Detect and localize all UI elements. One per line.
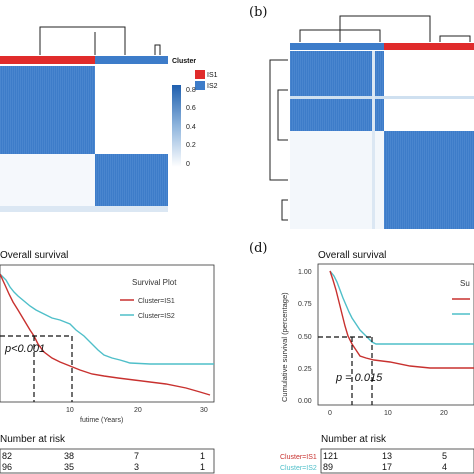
risk-title-c: Number at risk (0, 434, 66, 445)
curve-c-is2 (0, 273, 214, 365)
title-d: Overall survival (318, 250, 386, 261)
heatmap-a-block-is2 (95, 154, 168, 212)
heatmap-a: Cluster IS1 IS2 0.8 0.6 0.4 0.2 0 (0, 26, 218, 212)
ytick-d-3: 0.25 (298, 366, 312, 373)
risk-d-is2-2: 4 (442, 462, 447, 472)
annotation-bar-is1 (0, 56, 95, 64)
risk-table-d (320, 448, 474, 474)
curve-c-is1 (0, 273, 211, 396)
ytick-d-0: 1.00 (298, 269, 312, 276)
risk-c-is2-3: 1 (200, 462, 205, 472)
panel-label-b: (b) (249, 5, 267, 20)
ytick-d-4: 0.00 (298, 398, 312, 405)
risk-c-is1-2: 7 (134, 451, 139, 461)
median-lines-c (0, 335, 73, 402)
dendrogram-b-top (299, 15, 471, 42)
ytick-d-2: 0.50 (298, 334, 312, 341)
survival-c: Overall survival Survival Plot Cluster=I… (0, 250, 215, 474)
legend-swatch-is1 (195, 70, 205, 79)
colorbar-tick-1: 0.6 (186, 105, 196, 112)
colorbar-tick-2: 0.4 (186, 124, 196, 131)
colorbar-tick-4: 0 (186, 161, 190, 168)
heatmap-b-line-2 (372, 51, 375, 229)
xlabel-c: futime (Years) (80, 417, 123, 424)
legend-label-c-is2: Cluster=IS2 (138, 313, 175, 320)
colorbar-a (172, 85, 181, 167)
legend-label-is2: IS2 (207, 83, 218, 90)
panel-label-d: (d) (249, 241, 267, 256)
annotation-bar-is2 (95, 56, 168, 64)
dendrogram-b-left (269, 59, 288, 221)
pvalue-c: p<0.001 (4, 343, 45, 355)
plot-frame-c (0, 264, 215, 403)
risk-d-is2-0: 89 (323, 462, 333, 472)
risk-d-is2-1: 17 (382, 462, 392, 472)
colorbar-tick-3: 0.2 (186, 142, 196, 149)
legend-label-c-is1: Cluster=IS1 (138, 298, 175, 305)
risk-c-is2-2: 3 (134, 462, 139, 472)
xtick-d-0: 0 (328, 410, 332, 417)
survival-d: (d) Overall survival Cumulative survival… (249, 241, 474, 474)
risk-c-is1-3: 1 (200, 451, 205, 461)
risk-title-d: Number at risk (321, 434, 387, 445)
plot-frame-d (317, 263, 474, 406)
annotation-bar-b-is1 (384, 43, 474, 50)
colorbar-tick-0: 0.8 (186, 87, 196, 94)
xtick-c-1: 20 (134, 407, 142, 414)
pvalue-d: p = 0.015 (335, 372, 383, 384)
risk-c-is1-0: 82 (2, 451, 12, 461)
legend-swatch-is2 (195, 81, 205, 90)
ytick-d-1: 0.75 (298, 301, 312, 308)
curve-d-is1 (329, 270, 474, 369)
risk-d-name-is1: Cluster=IS1 (280, 454, 317, 461)
heatmap-b-block-1 (290, 51, 384, 131)
risk-c-is2-1: 35 (64, 462, 74, 472)
dendrogram-a (39, 26, 161, 55)
heatmap-a-block-is1 (0, 66, 95, 154)
xtick-c-2: 30 (200, 407, 208, 414)
heatmap-b: (b) (249, 5, 474, 229)
ylabel-d: Cumulative survival (percentage) (280, 292, 289, 402)
xtick-d-2: 20 (440, 410, 448, 417)
median-lines-d (318, 336, 373, 405)
legend-label-is1: IS1 (207, 72, 218, 79)
legend-title-c: Survival Plot (132, 278, 177, 287)
heatmap-a-light-band (0, 154, 95, 212)
heatmap-a-edge (0, 206, 168, 212)
risk-c-is1-1: 38 (64, 451, 74, 461)
risk-d-is1-2: 5 (442, 451, 447, 461)
curve-d-is2 (329, 270, 474, 345)
risk-d-is1-0: 121 (323, 451, 338, 461)
heatmap-b-band (290, 131, 384, 229)
legend-title-a: Cluster (172, 58, 196, 65)
heatmap-b-line-1 (290, 96, 474, 99)
risk-table-c (0, 448, 215, 474)
legend-title-d: Su (460, 279, 470, 288)
risk-d-name-is2: Cluster=IS2 (280, 465, 317, 472)
risk-d-is1-1: 13 (382, 451, 392, 461)
title-c: Overall survival (0, 250, 68, 261)
risk-c-is2-0: 96 (2, 462, 12, 472)
annotation-bar-b-is2 (290, 43, 384, 50)
xtick-d-1: 10 (384, 410, 392, 417)
heatmap-b-block-2 (384, 131, 474, 229)
xtick-c-0: 10 (66, 407, 74, 414)
